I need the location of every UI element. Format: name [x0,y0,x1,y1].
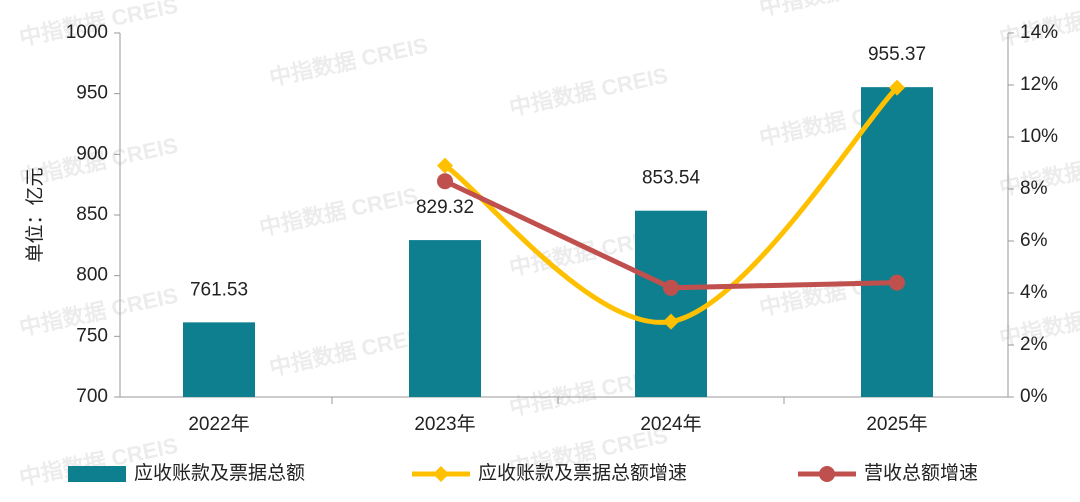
y2-tick-label: 4% [1020,282,1048,303]
line-marker [437,173,453,190]
watermark: 中指数据 CREIS [267,33,430,91]
bar [861,87,933,398]
watermark: 中指数据 CREIS [267,323,430,381]
line-marker [889,79,905,96]
bar [409,240,481,397]
y2-tick-label: 12% [1020,74,1058,95]
line-marker [663,279,679,296]
y-tick-label: 950 [76,83,108,104]
y-tick-label: 1000 [66,22,108,43]
y2-tick-label: 6% [1020,230,1048,251]
legend-label: 营收总额增速 [864,462,978,484]
watermark: 中指数据 CREIS [757,0,920,21]
y-tick-label: 900 [76,143,108,164]
bar [183,322,255,397]
y-tick-label: 850 [76,204,108,225]
y2-tick-label: 2% [1020,334,1048,355]
legend-marker [819,466,835,482]
line-marker [663,313,679,330]
watermark: 中指数据 CREIS [257,183,420,241]
y2-tick-label: 14% [1020,22,1058,43]
y2-tick-label: 0% [1020,386,1048,407]
y-tick-label: 700 [76,386,108,407]
legend-label: 应收账款及票据总额增速 [478,462,687,484]
y-tick-label: 750 [76,325,108,346]
x-tick-label: 2023年 [414,413,475,435]
legend-label: 应收账款及票据总额 [134,462,305,484]
bar [635,210,707,397]
line-marker [889,274,905,291]
x-tick-label: 2022年 [188,413,249,435]
bar-value-label: 829.32 [416,197,474,218]
legend-marker [433,466,449,482]
bar-value-label: 853.54 [642,168,701,189]
y-axis-label: 单位：亿元 [24,167,46,262]
legend-swatch [68,466,126,482]
watermark: 中指数据 CREIS [507,63,670,121]
line-marker [437,157,453,174]
bar-value-label: 761.53 [190,279,248,300]
y2-tick-label: 8% [1020,178,1048,199]
bar-value-label: 955.37 [868,44,926,65]
x-tick-label: 2025年 [866,413,927,435]
y-tick-label: 800 [76,265,108,286]
y2-tick-label: 10% [1020,126,1058,147]
x-tick-label: 2024年 [640,413,701,435]
